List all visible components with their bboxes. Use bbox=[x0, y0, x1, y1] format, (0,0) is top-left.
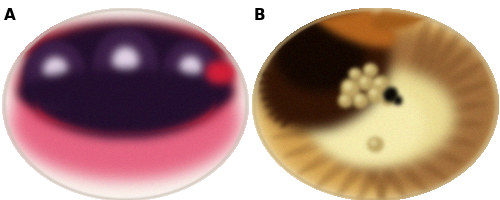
Text: B: B bbox=[254, 8, 266, 23]
Text: A: A bbox=[4, 8, 16, 23]
